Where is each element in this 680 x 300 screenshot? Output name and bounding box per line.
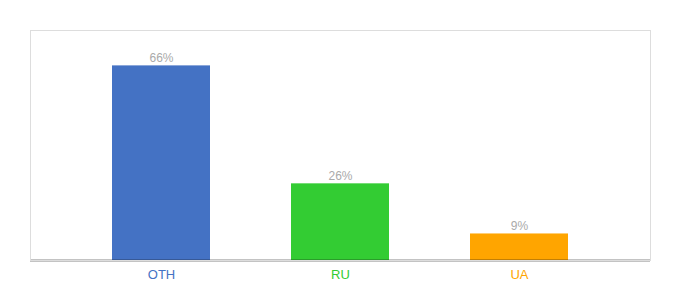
svg-text:26%: 26% — [328, 169, 352, 183]
svg-text:RU: RU — [331, 267, 350, 282]
svg-text:9%: 9% — [511, 219, 529, 233]
svg-text:OTH: OTH — [148, 267, 175, 282]
svg-text:66%: 66% — [149, 51, 173, 65]
svg-text:UA: UA — [510, 267, 528, 282]
